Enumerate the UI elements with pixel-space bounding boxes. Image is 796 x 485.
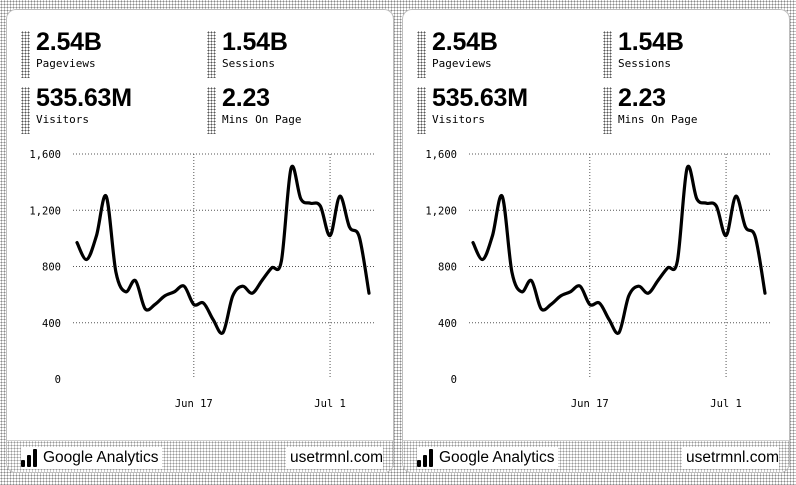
y-tick-label: 400 bbox=[438, 318, 457, 330]
metric-sessions: 1.54B Sessions bbox=[207, 28, 377, 78]
series-line bbox=[75, 164, 371, 336]
chart-gridlines bbox=[73, 153, 375, 379]
analytics-panel-right: 2.54B Pageviews 1.54B Sessions 535.63M V… bbox=[403, 10, 789, 472]
x-tick-label: Jun 17 bbox=[571, 398, 609, 410]
chart-gridlines bbox=[469, 153, 771, 379]
series-points bbox=[473, 168, 765, 333]
analytics-panel-left: 2.54B Pageviews 1.54B Sessions 535.63M V… bbox=[7, 10, 393, 472]
brand: Google Analytics bbox=[21, 447, 163, 469]
y-tick-label: 1,600 bbox=[29, 149, 61, 161]
y-tick-label: 1,200 bbox=[29, 205, 61, 217]
series-line bbox=[471, 164, 767, 336]
y-tick-label: 800 bbox=[42, 262, 61, 274]
y-tick-label: 0 bbox=[451, 374, 457, 386]
bar-chart-icon bbox=[417, 449, 433, 467]
y-tick-label: 1,600 bbox=[425, 149, 457, 161]
footer-bar: Google Analytics usetrmnl.com bbox=[7, 440, 393, 472]
metric-label: Pageviews bbox=[36, 57, 96, 70]
bar-chart-icon bbox=[21, 449, 37, 467]
metric-value: 2.23 bbox=[618, 84, 666, 112]
footer-bar: Google Analytics usetrmnl.com bbox=[403, 440, 789, 472]
series-points bbox=[77, 168, 369, 333]
metric-sessions: 1.54B Sessions bbox=[603, 28, 773, 78]
site-url: usetrmnl.com bbox=[681, 447, 779, 469]
metric-value: 2.54B bbox=[432, 28, 498, 56]
metric-pageviews: 2.54B Pageviews bbox=[417, 28, 587, 78]
y-tick-label: 400 bbox=[42, 318, 61, 330]
y-tick-label: 1,200 bbox=[425, 205, 457, 217]
metric-label: Visitors bbox=[36, 113, 89, 126]
metric-label: Pageviews bbox=[432, 57, 492, 70]
brand-name: Google Analytics bbox=[439, 449, 555, 466]
brand: Google Analytics bbox=[417, 447, 559, 469]
metric-value: 1.54B bbox=[618, 28, 684, 56]
metric-label: Mins On Page bbox=[222, 113, 302, 126]
y-tick-label: 800 bbox=[438, 262, 457, 274]
x-tick-label: Jul 1 bbox=[710, 398, 742, 410]
y-tick-label: 0 bbox=[55, 374, 61, 386]
metric-label: Visitors bbox=[432, 113, 485, 126]
metric-value: 2.54B bbox=[36, 28, 102, 56]
metric-label: Sessions bbox=[618, 57, 671, 70]
metric-visitors: 535.63M Visitors bbox=[21, 84, 191, 134]
metric-value: 2.23 bbox=[222, 84, 270, 112]
metric-label: Sessions bbox=[222, 57, 275, 70]
metric-visitors: 535.63M Visitors bbox=[417, 84, 587, 134]
site-url: usetrmnl.com bbox=[285, 447, 383, 469]
metric-value: 535.63M bbox=[36, 84, 132, 112]
metric-value: 1.54B bbox=[222, 28, 288, 56]
metric-mins-on-page: 2.23 Mins On Page bbox=[207, 84, 377, 134]
pageviews-line-chart: 0 400 800 1,200 1,600 Jun 17 Jul 1 bbox=[29, 149, 375, 410]
metric-pageviews: 2.54B Pageviews bbox=[21, 28, 191, 78]
metric-label: Mins On Page bbox=[618, 113, 698, 126]
metric-mins-on-page: 2.23 Mins On Page bbox=[603, 84, 773, 134]
x-tick-label: Jul 1 bbox=[314, 398, 346, 410]
metric-value: 535.63M bbox=[432, 84, 528, 112]
brand-name: Google Analytics bbox=[43, 449, 159, 466]
x-tick-label: Jun 17 bbox=[175, 398, 213, 410]
pageviews-line-chart: 0 400 800 1,200 1,600 Jun 17 Jul 1 bbox=[425, 149, 771, 410]
